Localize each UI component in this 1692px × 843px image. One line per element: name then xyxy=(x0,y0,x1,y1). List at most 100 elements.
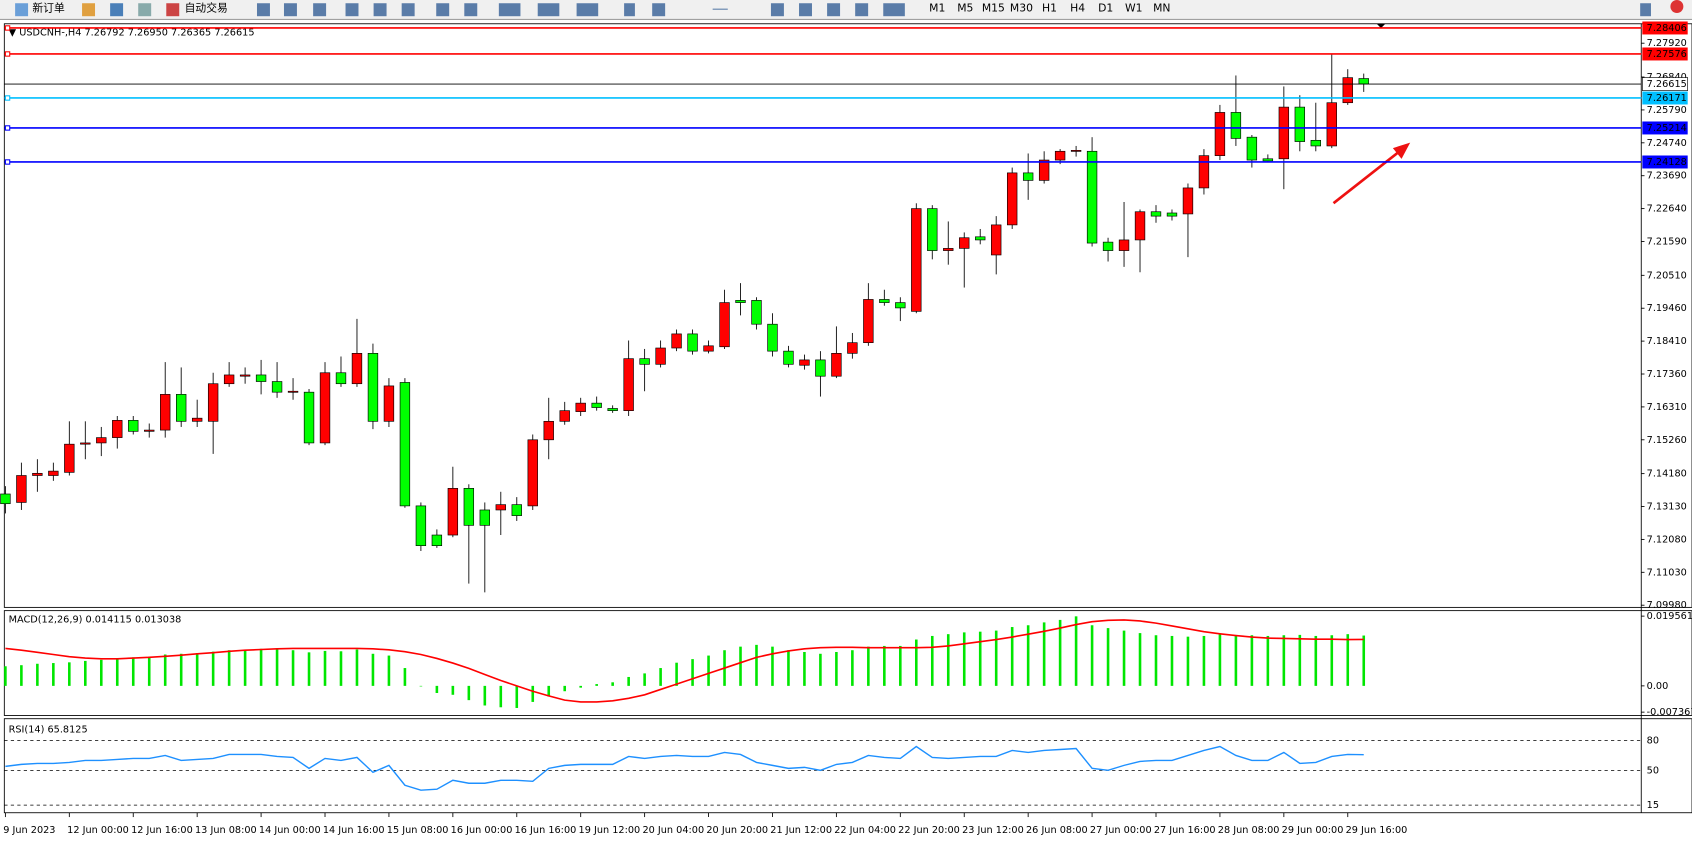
candle-body xyxy=(80,442,91,445)
x-tick-label: 27 Jun 16:00 xyxy=(1154,825,1216,836)
macd-bar xyxy=(787,650,790,686)
macd-bar xyxy=(499,685,503,708)
candle-body xyxy=(16,475,27,503)
notification[interactable] xyxy=(1670,0,1684,13)
y-tick-label: 7.15260 xyxy=(1647,435,1687,446)
candle-body xyxy=(943,248,954,251)
candle-body xyxy=(655,347,666,365)
candle-body xyxy=(239,374,251,377)
timeframe[interactable]: D1 xyxy=(1098,2,1113,15)
icon[interactable] xyxy=(537,3,560,17)
candle-body xyxy=(575,402,586,412)
timeframe[interactable]: H1 xyxy=(1042,2,1057,15)
macd-bar xyxy=(739,646,742,686)
icon[interactable] xyxy=(855,3,869,17)
icon[interactable] xyxy=(1640,3,1651,17)
button-label[interactable]: 新订单 xyxy=(32,1,65,15)
level-box xyxy=(1642,121,1688,135)
macd-bar xyxy=(930,635,934,686)
timeframe[interactable]: M15 xyxy=(982,2,1005,15)
candle-body xyxy=(543,420,554,441)
macd-bar xyxy=(1010,627,1014,686)
candle-body xyxy=(319,372,331,444)
macd-bar xyxy=(147,656,151,686)
icon[interactable] xyxy=(464,3,478,17)
icon[interactable] xyxy=(82,3,96,17)
y-tick-label: 7.25790 xyxy=(1647,105,1687,116)
y-tick-label: 7.18410 xyxy=(1647,336,1687,347)
macd-bar xyxy=(1330,635,1334,686)
x-tick-label: 29 Jun 16:00 xyxy=(1346,825,1408,836)
macd-bar xyxy=(1170,635,1174,686)
macd-name: MACD(12,26,9) xyxy=(9,614,83,625)
icon[interactable] xyxy=(15,3,29,17)
icon[interactable] xyxy=(345,3,359,17)
candle-body xyxy=(1070,150,1082,152)
icon[interactable] xyxy=(770,3,784,17)
y-tick-label: 7.17360 xyxy=(1647,369,1687,380)
shift-marker xyxy=(1376,23,1386,29)
icon[interactable] xyxy=(401,3,415,17)
macd-bar xyxy=(1282,635,1286,686)
candle-body xyxy=(959,237,970,249)
icon[interactable] xyxy=(283,3,297,17)
y-tick-label: 7.09980 xyxy=(1647,600,1687,611)
timeframe[interactable]: M1 xyxy=(929,2,945,15)
macd-bar xyxy=(659,668,662,686)
icon[interactable] xyxy=(624,3,635,17)
macd-bar xyxy=(179,653,183,686)
icon[interactable] xyxy=(652,3,666,17)
icon[interactable] xyxy=(138,3,152,17)
x-tick-label: 20 Jun 04:00 xyxy=(642,825,704,836)
timeframe[interactable]: W1 xyxy=(1125,2,1143,15)
icon[interactable] xyxy=(436,3,450,17)
level-handle xyxy=(4,159,11,165)
macd-bar xyxy=(355,649,359,686)
candle-body xyxy=(447,488,459,536)
macd-bar xyxy=(1058,619,1062,686)
candle-body xyxy=(559,410,570,422)
candle-body xyxy=(271,381,283,393)
button-label[interactable]: 自动交易 xyxy=(185,1,228,15)
rsi-tick-label: 80 xyxy=(1647,736,1659,747)
icon[interactable] xyxy=(166,3,180,17)
candle-body xyxy=(591,402,602,408)
candle-body xyxy=(160,394,171,431)
timeframe[interactable]: H4 xyxy=(1070,2,1085,15)
candle-body xyxy=(415,505,427,547)
macd-bar xyxy=(1026,625,1030,686)
icon[interactable] xyxy=(712,8,728,10)
arrow-shaft xyxy=(1332,147,1405,205)
icon[interactable] xyxy=(498,3,521,17)
macd-bar xyxy=(946,634,950,686)
candle-body xyxy=(431,534,443,547)
macd-bar xyxy=(195,653,199,686)
macd-bar xyxy=(84,660,87,686)
timeframe[interactable]: M5 xyxy=(957,2,973,15)
icon[interactable] xyxy=(827,3,841,17)
x-tick-label: 12 Jun 00:00 xyxy=(67,825,129,836)
timeframe[interactable]: M30 xyxy=(1010,2,1033,15)
macd-bar xyxy=(52,663,55,686)
macd-bar xyxy=(595,684,598,686)
icon[interactable] xyxy=(256,3,270,17)
candle-body xyxy=(399,382,411,507)
icon[interactable] xyxy=(313,3,327,17)
icon[interactable] xyxy=(576,3,599,17)
y-tick-label: 7.27920 xyxy=(1647,38,1687,49)
timeframe[interactable]: MN xyxy=(1153,2,1170,15)
icon[interactable] xyxy=(883,3,905,17)
candle-body xyxy=(1006,172,1018,226)
level-handle xyxy=(4,125,11,131)
candle-body xyxy=(511,504,522,516)
macd-bar xyxy=(707,655,710,686)
macd-bar xyxy=(803,651,806,686)
icon[interactable] xyxy=(110,3,124,17)
candle-body xyxy=(1150,211,1162,217)
level-box xyxy=(1642,47,1688,61)
candle-body xyxy=(207,383,219,422)
icon[interactable] xyxy=(373,3,387,17)
candle-body xyxy=(527,439,538,507)
icon[interactable] xyxy=(799,3,812,17)
x-tick-label: 20 Jun 20:00 xyxy=(706,825,768,836)
